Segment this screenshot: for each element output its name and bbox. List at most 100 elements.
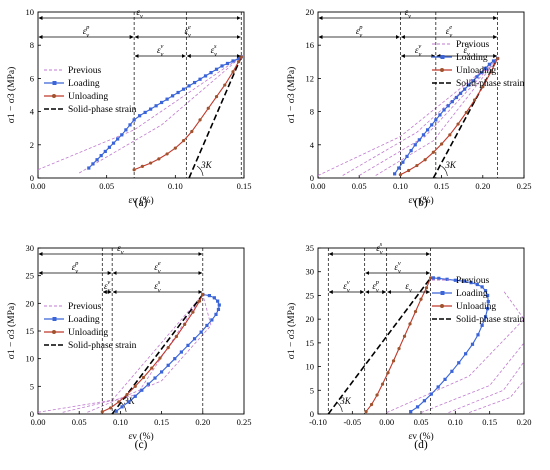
loading-point [181, 87, 186, 91]
previous-curve [375, 58, 498, 176]
loading-point [401, 160, 405, 164]
x-axis-label: εv (%) [408, 195, 433, 206]
loading-point [103, 149, 107, 154]
x-tick-label: 0.10 [113, 417, 128, 427]
unloading-point [407, 168, 411, 173]
unloading-point [456, 122, 460, 126]
unloading-point [206, 106, 210, 110]
loading-point [176, 90, 180, 95]
loading-point [114, 409, 118, 413]
strain-label: εvv [394, 260, 401, 275]
loading-point [453, 278, 457, 282]
solid-phase-line [188, 56, 242, 179]
strain-label: εvp [83, 24, 90, 39]
unloading-point [165, 152, 169, 156]
loading-point [463, 87, 467, 91]
unloading-point [174, 334, 179, 339]
y-tick-label: 35 [306, 243, 315, 253]
unloading-point [424, 286, 429, 290]
y-tick-label: 16 [306, 40, 315, 50]
unloading-point [448, 133, 452, 137]
strain-label: εve [446, 24, 453, 39]
y-tick-label: 2 [30, 140, 34, 150]
legend-item-label: Solid-phase strain [68, 105, 137, 115]
strain-label: εvs [154, 279, 161, 294]
unloading-point [429, 276, 433, 280]
loading-point [205, 323, 209, 328]
legend-loading-marker [440, 291, 445, 295]
panel-label: (a) [135, 197, 148, 209]
x-tick-label: 0.00 [31, 417, 46, 427]
loading-point [393, 172, 397, 176]
loading-point [133, 394, 137, 398]
loading-point [128, 123, 132, 127]
previous-curve [448, 361, 525, 413]
strain-label: εvp [72, 260, 79, 275]
loading-point [471, 79, 475, 83]
y-tick-label: 25 [26, 271, 35, 281]
loading-point [127, 400, 131, 404]
loading-point [166, 363, 170, 367]
legend-item-label: Loading [456, 53, 488, 63]
unloading-point [198, 118, 202, 122]
strain-label: εvs [211, 43, 218, 58]
panel-a: 0.00 0.05 0.10 0.15 0 2 4 6 8 10 εv (%) σ1 − σ3 (MP… [6, 7, 251, 209]
legend-item-label: Solid-phase strain [68, 341, 137, 351]
unloading-point [423, 158, 427, 162]
y-tick-label: 8 [310, 107, 314, 117]
legend-item-label: Loading [68, 315, 100, 325]
x-tick-label: 0.00 [311, 181, 326, 191]
legend-loading-marker [52, 81, 57, 85]
y-tick-label: 25 [306, 290, 315, 300]
loading-point [479, 70, 483, 75]
unloading-point [173, 146, 177, 150]
loading-point [434, 118, 438, 122]
strain-label: εvv [415, 43, 422, 58]
unloading-point [197, 299, 202, 303]
loading-point [192, 80, 197, 85]
x-tick-label: 0.05 [352, 181, 367, 191]
loading-point [437, 276, 441, 280]
loading-point [173, 357, 177, 361]
unloading-point [440, 142, 444, 146]
x-tick-label: 0.10 [448, 417, 463, 427]
loading-point [397, 166, 401, 170]
loading-point [487, 62, 491, 66]
y-tick-label: 6 [30, 73, 34, 83]
loading-point [186, 343, 190, 347]
y-tick-label: 0 [30, 409, 34, 419]
unloading-line [102, 294, 204, 413]
strain-label: εv [405, 7, 412, 20]
y-axis-label: σ1 − σ3 (MPa) [286, 303, 297, 360]
panel-label: (b) [414, 197, 428, 209]
legend-item-label: Loading [68, 79, 100, 89]
y-tick-label: 4 [30, 107, 35, 117]
legend-item-label: Solid-phase strain [456, 315, 525, 325]
x-tick-label: 0.05 [99, 181, 114, 191]
loading-point [413, 143, 417, 147]
unloading-point [108, 406, 113, 410]
loading-point [210, 318, 214, 322]
slope-arc [441, 165, 448, 177]
loading-point [443, 377, 447, 381]
x-tick-label: 0.05 [414, 417, 429, 427]
previous-curve [37, 56, 242, 171]
panel-label: (d) [414, 439, 428, 451]
x-tick-label: 0.05 [72, 417, 87, 427]
loading-point [446, 104, 450, 108]
loading-point [454, 95, 459, 100]
loading-point [417, 138, 421, 142]
strain-label: εvs [464, 43, 471, 58]
y-tick-label: 5 [310, 385, 314, 395]
y-axis-label: σ1 − σ3 (MPa) [286, 67, 297, 124]
x-tick-label: 0.25 [517, 181, 532, 191]
loading-point [116, 137, 120, 141]
loading-point [409, 149, 413, 153]
strain-label: εvv [104, 279, 111, 294]
loading-point [431, 276, 435, 280]
loading-point [475, 75, 479, 79]
unloading-point [150, 366, 154, 370]
loading-point [187, 84, 191, 88]
unloading-point [472, 98, 477, 102]
strain-label: εvv [157, 43, 164, 58]
